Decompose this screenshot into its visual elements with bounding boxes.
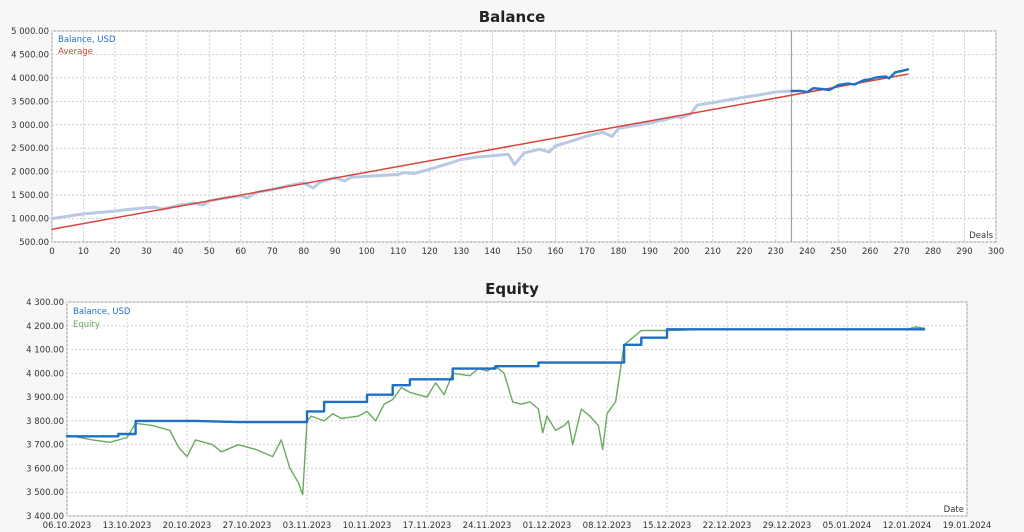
- balance-chart-title: Balance: [478, 8, 546, 26]
- balance-y-tick-label: 2 000.00: [11, 168, 49, 178]
- equity-y-tick-label: 4 100.00: [26, 346, 64, 356]
- equity-y-tick-label: 4 000.00: [26, 369, 64, 379]
- balance-x-tick-label: 250: [831, 247, 847, 257]
- equity-x-tick-label: 24.11.2023: [463, 521, 512, 531]
- balance-x-tick-label: 60: [235, 247, 246, 257]
- balance-legend-average: Average: [58, 47, 93, 57]
- equity-y-tick-label: 3 400.00: [26, 512, 64, 522]
- equity-x-tick-label: 08.12.2023: [583, 521, 632, 531]
- equity-x-tick-label: 06.10.2023: [43, 521, 92, 531]
- balance-x-tick-label: 230: [768, 247, 784, 257]
- balance-x-tick-label: 100: [359, 247, 375, 257]
- equity-x-tick-label: 27.10.2023: [223, 521, 272, 531]
- equity-x-tick-label: 03.11.2023: [283, 521, 332, 531]
- balance-y-tick-label: 3 000.00: [11, 121, 49, 131]
- balance-x-tick-label: 90: [330, 247, 341, 257]
- balance-x-tick-label: 170: [579, 247, 595, 257]
- equity-x-tick-label: 20.10.2023: [163, 521, 212, 531]
- equity-x-tick-label: 22.12.2023: [703, 521, 752, 531]
- balance-y-tick-label: 2 500.00: [11, 144, 49, 154]
- balance-x-tick-label: 180: [610, 247, 626, 257]
- balance-x-tick-label: 220: [736, 247, 752, 257]
- balance-y-tick-label: 500.00: [19, 238, 49, 248]
- balance-x-tick-label: 190: [642, 247, 658, 257]
- equity-chart-title: Equity: [485, 280, 539, 298]
- equity-y-tick-label: 3 500.00: [26, 488, 64, 498]
- equity-legend-balance: Balance, USD: [73, 307, 131, 317]
- balance-y-tick-label: 4 000.00: [11, 74, 49, 84]
- balance-x-tick-label: 10: [78, 247, 89, 257]
- balance-y-tick-label: 5 000.00: [11, 27, 49, 37]
- balance-x-tick-label: 280: [925, 247, 941, 257]
- equity-y-tick-label: 3 900.00: [26, 393, 64, 403]
- balance-x-tick-label: 50: [204, 247, 215, 257]
- equity-x-tick-label: 01.12.2023: [523, 521, 572, 531]
- balance-x-tick-label: 290: [956, 247, 972, 257]
- equity-line: [66, 326, 925, 496]
- balance-x-tick-label: 140: [484, 247, 500, 257]
- equity-y-tick-label: 4 300.00: [26, 298, 64, 308]
- equity-legend-equity: Equity: [73, 320, 100, 330]
- equity-x-tick-label: 12.01.2024: [883, 521, 932, 531]
- balance-forward-line: [790, 68, 910, 94]
- equity-x-tick-label: 29.12.2023: [763, 521, 812, 531]
- equity-x-tick-label: 05.01.2024: [823, 521, 872, 531]
- balance-y-tick-label: 4 500.00: [11, 50, 49, 60]
- balance-x-tick-label: 120: [421, 247, 437, 257]
- equity-x-tick-label: 15.12.2023: [643, 521, 692, 531]
- equity-balance-line: [65, 328, 926, 438]
- equity-x-tick-label: 13.10.2023: [103, 521, 152, 531]
- balance-x-tick-label: 260: [862, 247, 878, 257]
- equity-y-tick-label: 3 800.00: [26, 417, 64, 427]
- balance-x-tick-label: 30: [141, 247, 152, 257]
- balance-legend-balance: Balance, USD: [58, 35, 116, 45]
- equity-x-axis-label: Date: [944, 505, 964, 515]
- balance-y-tick-label: 1 500.00: [11, 191, 49, 201]
- balance-x-tick-label: 40: [172, 247, 183, 257]
- balance-x-tick-label: 240: [799, 247, 815, 257]
- balance-x-tick-label: 150: [516, 247, 532, 257]
- equity-x-tick-label: 10.11.2023: [343, 521, 392, 531]
- balance-y-tick-label: 3 500.00: [11, 97, 49, 107]
- average-line: [51, 73, 909, 231]
- balance-x-tick-label: 130: [453, 247, 469, 257]
- equity-y-tick-label: 4 200.00: [26, 322, 64, 332]
- balance-y-tick-label: 1 000.00: [11, 215, 49, 225]
- balance-x-axis-label: Deals: [969, 231, 993, 241]
- equity-y-tick-label: 3 600.00: [26, 464, 64, 474]
- balance-x-tick-label: 270: [893, 247, 909, 257]
- balance-x-tick-label: 70: [267, 247, 278, 257]
- equity-y-tick-label: 3 700.00: [26, 441, 64, 451]
- balance-x-tick-label: 160: [547, 247, 563, 257]
- balance-x-tick-label: 210: [705, 247, 721, 257]
- equity-plot-area: [66, 301, 968, 517]
- balance-x-tick-label: 0: [49, 247, 54, 257]
- balance-x-tick-label: 200: [673, 247, 689, 257]
- balance-x-tick-label: 80: [298, 247, 309, 257]
- balance-x-tick-label: 110: [390, 247, 406, 257]
- balance-x-tick-label: 300: [988, 247, 1004, 257]
- equity-x-tick-label: 17.11.2023: [403, 521, 452, 531]
- equity-x-tick-label: 19.01.2024: [943, 521, 992, 531]
- balance-x-tick-label: 20: [110, 247, 121, 257]
